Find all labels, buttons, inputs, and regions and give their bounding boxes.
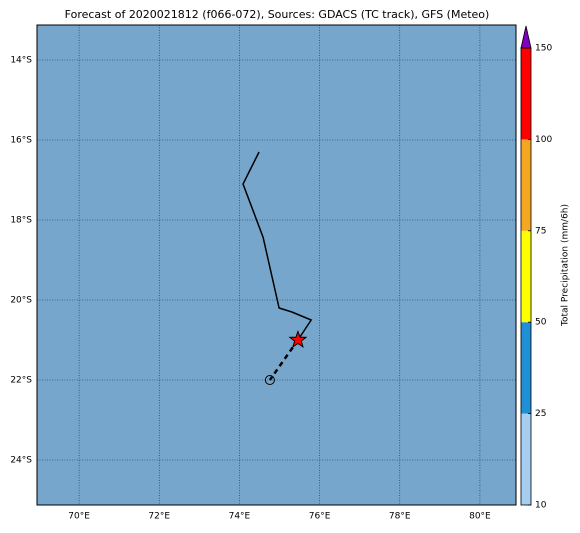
observed-track: [242, 151, 313, 341]
lat-label: 24°S: [10, 456, 32, 466]
colorbar-segment: [521, 322, 531, 414]
colorbar-tick-label: 75: [535, 226, 546, 236]
lon-label: 70°E: [68, 512, 90, 522]
colorbar-segment: [521, 139, 531, 231]
forecast-track: [268, 339, 299, 381]
colorbar-tick-label: 150: [535, 44, 552, 54]
lat-label: 20°S: [10, 296, 32, 306]
colorbar-tick-label: 10: [535, 501, 547, 511]
map-background: [37, 25, 516, 505]
lat-label: 14°S: [10, 56, 32, 66]
lon-label: 76°E: [309, 512, 331, 522]
colorbar-label: Total Precipitation (mm/6h): [561, 204, 571, 327]
colorbar-tick-label: 100: [535, 135, 552, 145]
colorbar-extension: [520, 25, 532, 49]
lon-label: 74°E: [229, 512, 251, 522]
lon-label: 72°E: [148, 512, 170, 522]
lon-label: 80°E: [469, 512, 491, 522]
colorbar-tick-label: 25: [535, 409, 546, 419]
lat-label: 22°S: [10, 376, 32, 386]
colorbar-segment: [521, 48, 531, 140]
colorbar-segment: [521, 230, 531, 323]
colorbar-tick-label: 50: [535, 318, 547, 328]
current-position-star: [288, 330, 308, 349]
lat-label: 16°S: [10, 136, 32, 146]
map-frame: [36, 24, 517, 506]
forecast-end-marker: [264, 375, 275, 385]
map-title: Forecast of 2020021812 (f066-072), Sourc…: [65, 8, 490, 21]
lat-label: 18°S: [10, 216, 32, 226]
lon-label: 78°E: [389, 512, 411, 522]
colorbar-segment: [521, 413, 531, 505]
colorbar-frame: [520, 47, 532, 506]
